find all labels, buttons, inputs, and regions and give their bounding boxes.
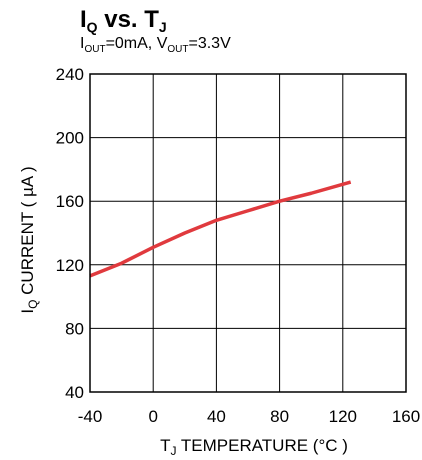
plot-frame: [89, 73, 407, 393]
chart-subtitle: IOUT=0mA, VOUT=3.3V: [80, 35, 231, 55]
x-tick-label: -40: [78, 407, 103, 426]
y-tick-label: 200: [56, 129, 84, 148]
x-axis-label: TJ TEMPERATURE (°C ): [160, 436, 348, 458]
y-tick-label: 160: [56, 192, 84, 211]
x-tick-label: 80: [270, 407, 289, 426]
grid: [89, 73, 407, 393]
y-tick-label: 120: [56, 256, 84, 275]
series-layer: [89, 180, 352, 278]
y-tick-labels: 40 80 120 160 200 240: [56, 65, 84, 402]
y-tick-label: 40: [65, 383, 84, 402]
chart-title: IQ vs. TJ: [80, 6, 167, 35]
x-tick-labels: -40 0 40 80 120 160: [78, 407, 420, 426]
x-tick-label: 40: [207, 407, 226, 426]
y-tick-label: 80: [65, 319, 84, 338]
y-tick-label: 240: [56, 65, 84, 84]
y-axis-label: IQ CURRENT ( µA ): [18, 166, 40, 313]
series-line: [89, 180, 352, 278]
x-tick-label: 160: [392, 407, 420, 426]
x-tick-label: 120: [329, 407, 357, 426]
x-tick-label: 0: [148, 407, 157, 426]
